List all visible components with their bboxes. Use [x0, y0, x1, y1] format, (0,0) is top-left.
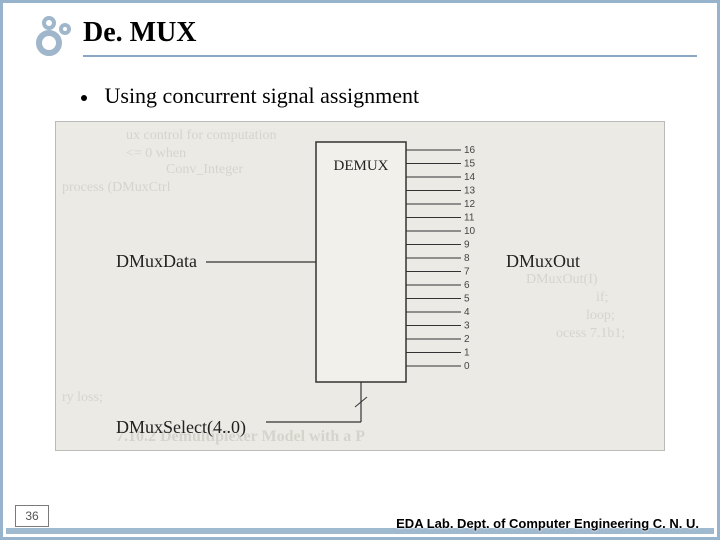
- svg-text:DEMUX: DEMUX: [334, 158, 389, 174]
- svg-text:13: 13: [464, 186, 476, 197]
- svg-text:11: 11: [464, 213, 475, 224]
- bullet-item: Using concurrent signal assignment: [81, 83, 717, 109]
- svg-text:6: 6: [464, 280, 470, 291]
- svg-text:9: 9: [464, 240, 470, 251]
- demux-diagram: ux control for computation<= 0 whenConv_…: [55, 121, 665, 451]
- bullet-text: Using concurrent signal assignment: [105, 83, 420, 108]
- svg-text:8: 8: [464, 253, 470, 264]
- svg-text:0: 0: [464, 361, 470, 372]
- svg-text:1: 1: [464, 348, 470, 359]
- svg-text:2: 2: [464, 334, 470, 345]
- svg-text:14: 14: [464, 172, 476, 183]
- svg-text:DMuxOut: DMuxOut: [506, 251, 580, 271]
- svg-text:DMuxSelect(4..0): DMuxSelect(4..0): [116, 417, 246, 438]
- svg-text:5: 5: [464, 294, 470, 305]
- svg-text:7: 7: [464, 267, 470, 278]
- slide-title: De. MUX: [83, 17, 697, 57]
- svg-text:15: 15: [464, 159, 476, 170]
- slide-deco-icon: [35, 15, 77, 57]
- svg-text:DMuxData: DMuxData: [116, 251, 197, 271]
- bullet-dot-icon: [81, 95, 87, 101]
- svg-text:3: 3: [464, 321, 470, 332]
- slide-number: 36: [15, 505, 49, 527]
- svg-text:12: 12: [464, 199, 476, 210]
- footer-text: EDA Lab. Dept. of Computer Engineering C…: [396, 516, 699, 531]
- svg-text:10: 10: [464, 226, 476, 237]
- diagram-svg: DEMUXDMuxDataDMuxSelect(4..0)16151413121…: [56, 122, 666, 452]
- svg-text:4: 4: [464, 307, 470, 318]
- svg-text:16: 16: [464, 145, 476, 156]
